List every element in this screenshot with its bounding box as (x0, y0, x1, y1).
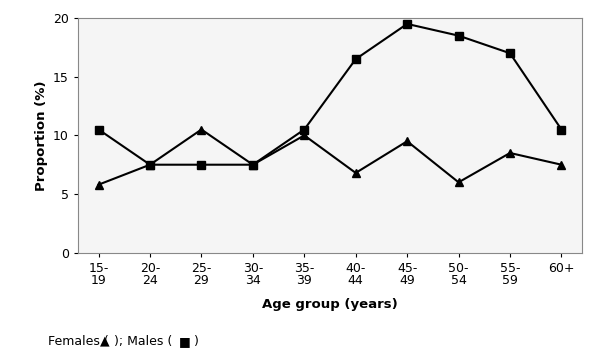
Text: ■: ■ (179, 335, 191, 348)
Text: ); Males (: ); Males ( (110, 335, 176, 348)
Text: ▲: ▲ (100, 335, 110, 348)
X-axis label: Age group (years): Age group (years) (262, 298, 398, 311)
Text: ): ) (190, 335, 199, 348)
Text: Females (: Females ( (48, 335, 113, 348)
Y-axis label: Proportion (%): Proportion (%) (35, 80, 47, 191)
